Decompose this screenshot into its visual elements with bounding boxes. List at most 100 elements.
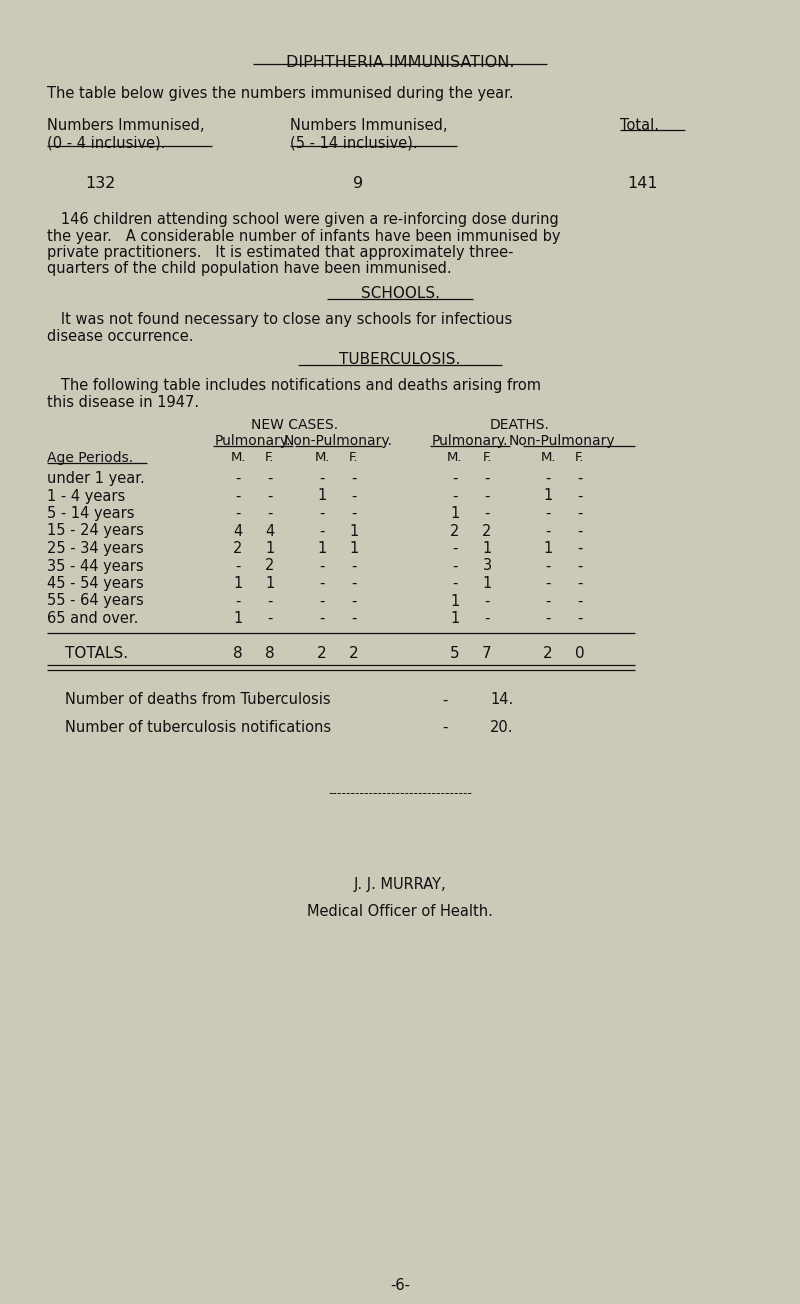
Text: -6-: -6-: [390, 1278, 410, 1294]
Text: 1: 1: [482, 541, 492, 556]
Text: 4: 4: [266, 523, 274, 539]
Text: this disease in 1947.: this disease in 1947.: [47, 395, 199, 409]
Text: -: -: [484, 489, 490, 503]
Text: -: -: [452, 471, 458, 486]
Text: Number of deaths from Tuberculosis: Number of deaths from Tuberculosis: [65, 692, 330, 708]
Text: -: -: [319, 506, 325, 522]
Text: Numbers Immunised,: Numbers Immunised,: [47, 117, 205, 133]
Text: TOTALS.: TOTALS.: [65, 647, 128, 661]
Text: 5 - 14 years: 5 - 14 years: [47, 506, 134, 522]
Text: -: -: [452, 558, 458, 574]
Text: -: -: [578, 558, 582, 574]
Text: Pulmonary.: Pulmonary.: [214, 434, 291, 449]
Text: 3: 3: [482, 558, 491, 574]
Text: -: -: [578, 593, 582, 609]
Text: 1: 1: [266, 576, 274, 591]
Text: 4: 4: [234, 523, 242, 539]
Text: 20.: 20.: [490, 720, 514, 734]
Text: -: -: [319, 523, 325, 539]
Text: DIPHTHERIA IMMUNISATION.: DIPHTHERIA IMMUNISATION.: [286, 55, 514, 70]
Text: NEW CASES.: NEW CASES.: [251, 419, 338, 432]
Text: -: -: [351, 471, 357, 486]
Text: -: -: [351, 593, 357, 609]
Text: -: -: [484, 593, 490, 609]
Text: 1: 1: [543, 489, 553, 503]
Text: 1: 1: [543, 541, 553, 556]
Text: -: -: [267, 489, 273, 503]
Text: (5 - 14 inclusive).: (5 - 14 inclusive).: [290, 136, 418, 150]
Text: -: -: [578, 523, 582, 539]
Text: -: -: [235, 558, 241, 574]
Text: -: -: [319, 593, 325, 609]
Text: -: -: [578, 612, 582, 626]
Text: -: -: [351, 576, 357, 591]
Text: F.: F.: [575, 451, 585, 464]
Text: -: -: [235, 489, 241, 503]
Text: private practitioners.   It is estimated that approximately three-: private practitioners. It is estimated t…: [47, 245, 514, 259]
Text: -: -: [235, 593, 241, 609]
Text: -: -: [235, 471, 241, 486]
Text: M.: M.: [314, 451, 330, 464]
Text: -: -: [319, 612, 325, 626]
Text: 1: 1: [350, 541, 358, 556]
Text: -: -: [319, 471, 325, 486]
Text: -: -: [442, 720, 448, 734]
Text: -: -: [546, 593, 550, 609]
Text: quarters of the child population have been immunised.: quarters of the child population have be…: [47, 262, 452, 276]
Text: The table below gives the numbers immunised during the year.: The table below gives the numbers immuni…: [47, 86, 514, 100]
Text: Numbers Immunised,: Numbers Immunised,: [290, 117, 447, 133]
Text: 1: 1: [450, 506, 460, 522]
Text: -: -: [546, 576, 550, 591]
Text: -: -: [267, 506, 273, 522]
Text: J. J. MURRAY,: J. J. MURRAY,: [354, 878, 446, 892]
Text: Non-Pulmonary.: Non-Pulmonary.: [283, 434, 393, 449]
Text: 141: 141: [628, 176, 658, 190]
Text: 2: 2: [349, 647, 359, 661]
Text: 5: 5: [450, 647, 460, 661]
Text: TUBERCULOSIS.: TUBERCULOSIS.: [339, 352, 461, 366]
Text: Age Periods.: Age Periods.: [47, 451, 133, 466]
Text: -: -: [452, 541, 458, 556]
Text: 7: 7: [482, 647, 492, 661]
Text: 1: 1: [450, 612, 460, 626]
Text: 146 children attending school were given a re-inforcing dose during: 146 children attending school were given…: [47, 213, 558, 227]
Text: -: -: [546, 612, 550, 626]
Text: 8: 8: [265, 647, 275, 661]
Text: 1: 1: [234, 576, 242, 591]
Text: Medical Officer of Health.: Medical Officer of Health.: [307, 904, 493, 918]
Text: 45 - 54 years: 45 - 54 years: [47, 576, 144, 591]
Text: Non-Pulmonary: Non-Pulmonary: [509, 434, 615, 449]
Text: -: -: [484, 612, 490, 626]
Text: -: -: [319, 576, 325, 591]
Text: 14.: 14.: [490, 692, 514, 708]
Text: (0 - 4 inclusive).: (0 - 4 inclusive).: [47, 136, 166, 150]
Text: 132: 132: [85, 176, 115, 190]
Text: --------------------------------: --------------------------------: [328, 788, 472, 801]
Text: It was not found necessary to close any schools for infectious: It was not found necessary to close any …: [47, 312, 512, 327]
Text: Pulmonary.: Pulmonary.: [432, 434, 508, 449]
Text: 8: 8: [233, 647, 243, 661]
Text: -: -: [452, 576, 458, 591]
Text: 2: 2: [482, 523, 492, 539]
Text: 15 - 24 years: 15 - 24 years: [47, 523, 144, 539]
Text: 1: 1: [266, 541, 274, 556]
Text: -: -: [578, 576, 582, 591]
Text: 65 and over.: 65 and over.: [47, 612, 138, 626]
Text: F.: F.: [482, 451, 492, 464]
Text: F.: F.: [266, 451, 274, 464]
Text: 35 - 44 years: 35 - 44 years: [47, 558, 144, 574]
Text: 2: 2: [450, 523, 460, 539]
Text: -: -: [546, 471, 550, 486]
Text: -: -: [267, 593, 273, 609]
Text: 25 - 34 years: 25 - 34 years: [47, 541, 144, 556]
Text: -: -: [546, 523, 550, 539]
Text: DEATHS.: DEATHS.: [490, 419, 550, 432]
Text: -: -: [267, 612, 273, 626]
Text: -: -: [484, 506, 490, 522]
Text: 1: 1: [318, 489, 326, 503]
Text: -: -: [546, 506, 550, 522]
Text: SCHOOLS.: SCHOOLS.: [361, 286, 439, 301]
Text: 1: 1: [234, 612, 242, 626]
Text: 2: 2: [266, 558, 274, 574]
Text: F.: F.: [350, 451, 358, 464]
